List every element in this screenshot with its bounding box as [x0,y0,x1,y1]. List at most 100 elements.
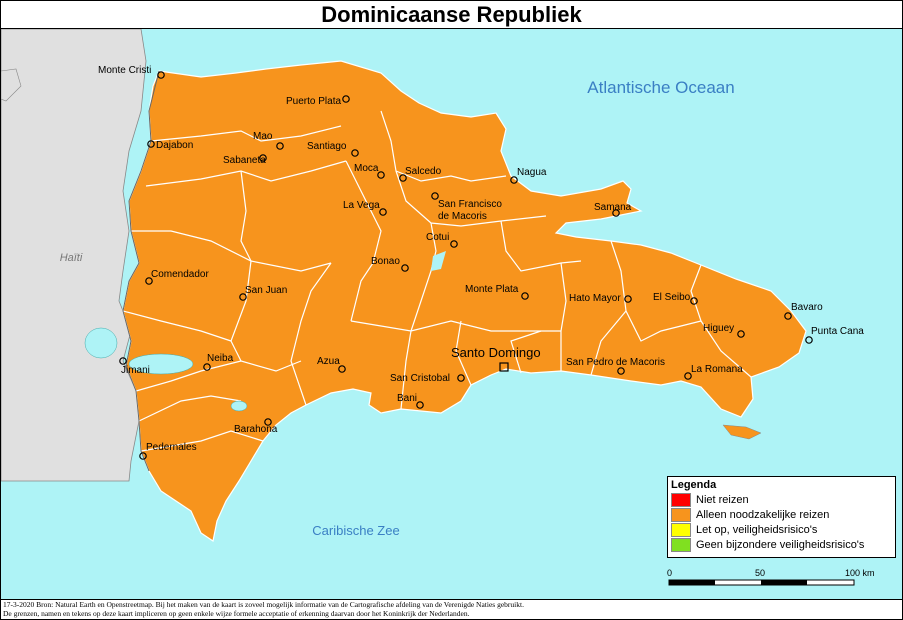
city-marker-bavaro [784,312,792,320]
city-marker-bani [416,401,424,409]
city-marker-moca [377,171,385,179]
city-label-santo-domingo: Santo Domingo [451,345,541,360]
city-label-santiago: Santiago [307,141,347,152]
legend-item: Geen bijzondere veiligheidsrisico's [668,537,895,552]
city-label-bonao: Bonao [371,256,400,267]
city-label-punta-cana: Punta Cana [811,326,864,337]
city-marker-pedernales [139,452,147,460]
legend-label: Geen bijzondere veiligheidsrisico's [696,538,865,551]
city-label-sfm: de Macoris [438,211,487,222]
city-marker-el-seibo [690,297,698,305]
legend-label: Alleen noodzakelijke reizen [696,508,830,521]
reservoir-cotui [431,251,446,271]
city-marker-samana [612,209,620,217]
legend-swatch-red [671,492,691,507]
city-label-monte-plata: Monte Plata [465,284,519,295]
city-label-monte-cristi: Monte Cristi [98,65,151,76]
scale-tick-50: 50 [755,568,765,578]
city-marker-santiago [351,149,359,157]
legend-swatch-orange [671,507,691,522]
city-label-salcedo: Salcedo [405,166,442,177]
legend-item: Niet reizen [668,492,895,507]
city-label-san-cristobal: San Cristobal [390,373,450,384]
saona-island [722,424,762,440]
city-marker-hato-mayor [624,295,632,303]
city-label-higuey: Higuey [703,323,734,334]
scale-bar-graphic: 0 50 100 km [667,568,875,586]
legend-label: Let op, veiligheidsrisico's [696,523,818,536]
city-label-neiba: Neiba [207,353,234,364]
city-label-bavaro: Bavaro [791,302,823,313]
city-label-mao: Mao [253,131,273,142]
city-marker-puerto-plata [342,95,350,103]
city-marker-san-cristobal [457,374,465,382]
city-label-azua: Azua [317,356,340,367]
city-label-el-seibo: El Seibo [653,292,691,303]
city-label-comendador: Comendador [151,269,209,280]
city-marker-sfm [431,192,439,200]
city-marker-san-juan [239,293,247,301]
lake-bonao [230,400,248,412]
footer-line-1: 17-3-2020 Bron: Natural Earth en Openstr… [3,600,524,609]
scale-tick-100: 100 km [845,568,875,578]
city-marker-dajabon [147,140,155,148]
border-line [122,70,160,472]
city-marker-cotui [450,240,458,248]
legend: Legenda Niet reizen Alleen noodzakelijke… [667,476,896,558]
city-marker-punta-cana [805,336,813,344]
map-canvas: Atlantische Oceaan Caribische Zee Haïti … [1,29,864,542]
city-marker-salcedo [399,174,407,182]
legend-swatch-green [671,537,691,552]
footer-line-2: De grenzen, namen en tekens op deze kaar… [3,609,470,618]
city-label-cotui: Cotui [426,232,449,243]
city-label-sabaneta: Sabaneta [223,155,266,166]
city-label-bani: Bani [397,393,417,404]
city-marker-nagua [510,176,518,184]
city-marker-azua [338,365,346,373]
city-label-jimani: Jimani [121,365,150,376]
city-label-la-vega: La Vega [343,200,380,211]
city-marker-neiba [203,363,211,371]
haiti-landmass [1,29,147,482]
haiti-label: Haïti [60,252,83,264]
city-marker-mao [276,142,284,150]
city-marker-santo-domingo [499,362,509,372]
city-label-puerto-plata: Puerto Plata [286,96,341,107]
city-marker-monte-plata [521,292,529,300]
legend-item: Let op, veiligheidsrisico's [668,522,895,537]
legend-item: Alleen noodzakelijke reizen [668,507,895,522]
city-label-nagua: Nagua [517,167,547,178]
footer-credits: 17-3-2020 Bron: Natural Earth en Openstr… [1,599,902,619]
city-marker-spm [617,367,625,375]
lake-azuei [84,327,118,359]
title-bar: Dominicaanse Republiek [1,1,902,29]
city-label-samana: Samana [594,202,632,213]
province-borders [122,110,752,452]
city-label-sfm: San Francisco [438,199,502,210]
city-label-la-romana: La Romana [691,364,743,375]
city-label-barahona: Barahona [234,424,278,435]
city-label-dajabon: Dajabon [156,140,193,151]
city-marker-barahona [264,418,272,426]
city-layer: Monte Cristi Puerto Plata Mao Dajabon Sabane… [98,65,864,460]
haiti-peninsula [1,68,22,102]
city-marker-bonao [401,264,409,272]
lake-enriquillo [128,353,194,375]
city-label-pedernales: Pedernales [146,442,197,453]
city-marker-monte-cristi [157,71,165,79]
legend-title: Legenda [671,479,717,491]
city-marker-sabaneta [259,154,267,162]
city-label-moca: Moca [354,163,379,174]
atlantic-label: Atlantische Oceaan [587,78,734,97]
city-marker-jimani [119,357,127,365]
legend-swatch-yellow [671,522,691,537]
city-marker-comendador [145,277,153,285]
city-label-hato-mayor: Hato Mayor [569,293,621,304]
city-marker-la-romana [684,372,692,380]
city-label-san-juan: San Juan [245,285,287,296]
city-label-spm: San Pedro de Macoris [566,357,665,368]
scale-tick-0: 0 [667,568,672,578]
caribbean-label: Caribische Zee [312,523,399,538]
map-title: Dominicaanse Republiek [321,2,582,27]
